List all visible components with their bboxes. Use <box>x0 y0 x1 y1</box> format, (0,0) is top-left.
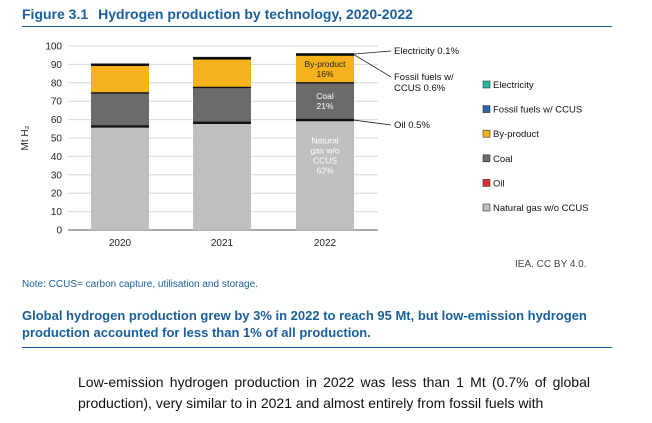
legend-label: Oil <box>493 178 505 189</box>
legend-swatch <box>482 203 491 212</box>
bar-data-label: gas w/o <box>310 146 340 156</box>
x-tick-label: 2022 <box>314 238 337 249</box>
legend-swatch <box>482 105 491 113</box>
y-tick-label: 0 <box>56 226 62 237</box>
legend-label: Electricity <box>493 80 534 91</box>
bar-data-label: 21% <box>316 101 333 111</box>
legend-swatch <box>482 129 491 138</box>
stacked-bar-chart: 0 10 20 30 40 50 60 70 80 90 100 Mt H₂ 2020 2021 2022 B… <box>20 42 589 250</box>
figure-note: Note: CCUS= carbon capture, utilisation … <box>22 279 258 290</box>
bar-data-label: CCUS <box>313 156 337 166</box>
bar-segment <box>193 123 251 230</box>
annotation-leader <box>353 50 392 55</box>
annotation-leader <box>353 119 392 126</box>
bar-segment <box>91 65 149 93</box>
y-tick-label: 70 <box>51 97 63 108</box>
y-tick-label: 20 <box>51 189 63 200</box>
figure-source: IEA. CC BY 4.0. <box>515 259 587 270</box>
x-tick-label: 2021 <box>211 238 234 249</box>
y-tick-label: 60 <box>51 115 63 126</box>
bar-data-label: 62% <box>316 166 333 176</box>
y-tick-label: 10 <box>51 207 63 218</box>
legend-swatch <box>482 179 491 187</box>
y-tick-label: 100 <box>45 42 62 53</box>
legend-label: Fossil fuels w/ CCUS <box>493 105 582 116</box>
annotation-label: Oil 0.5% <box>394 120 430 131</box>
y-tick-label: 40 <box>51 152 63 163</box>
legend-label: By-product <box>493 129 539 140</box>
legend-label: Coal <box>493 154 513 165</box>
bar-segment <box>91 126 149 230</box>
y-tick-label: 30 <box>51 170 63 181</box>
annotation-leader <box>353 54 392 78</box>
y-tick-label: 80 <box>51 78 63 89</box>
bar-data-label: By-product <box>304 59 346 69</box>
legend-swatch <box>482 154 491 163</box>
bar-data-label: 16% <box>316 69 333 79</box>
legend-label: Natural gas w/o CCUS <box>493 203 589 214</box>
x-tick-label: 2020 <box>109 238 132 249</box>
y-tick-label: 50 <box>51 134 63 145</box>
figure-title: Figure 3.1 Hydrogen production by technol… <box>22 6 612 27</box>
y-tick-label: 90 <box>51 60 63 71</box>
bar-segment <box>296 120 354 230</box>
bar-segment <box>193 87 251 123</box>
y-axis-label: Mt H₂ <box>20 125 31 150</box>
bar-data-label: Natural <box>311 136 339 146</box>
figure-number: Figure 3.1 <box>22 6 89 22</box>
figure-caption: Global hydrogen production grew by 3% in… <box>22 307 612 348</box>
bar-segment <box>296 55 354 83</box>
body-paragraph: Low-emission hydrogen production in 2022… <box>78 374 590 411</box>
annotation-label: CCUS 0.6% <box>394 83 446 94</box>
bar-data-label: Coal <box>316 91 334 101</box>
bar-segment <box>193 58 251 88</box>
figure-title-text: Hydrogen production by technology, 2020-… <box>98 6 413 22</box>
legend-swatch <box>482 80 491 89</box>
annotation-label: Fossil fuels w/ <box>394 72 454 83</box>
bar-segment <box>296 82 354 120</box>
bar-segment <box>91 92 149 127</box>
annotation-label: Electricity 0.1% <box>394 46 459 57</box>
